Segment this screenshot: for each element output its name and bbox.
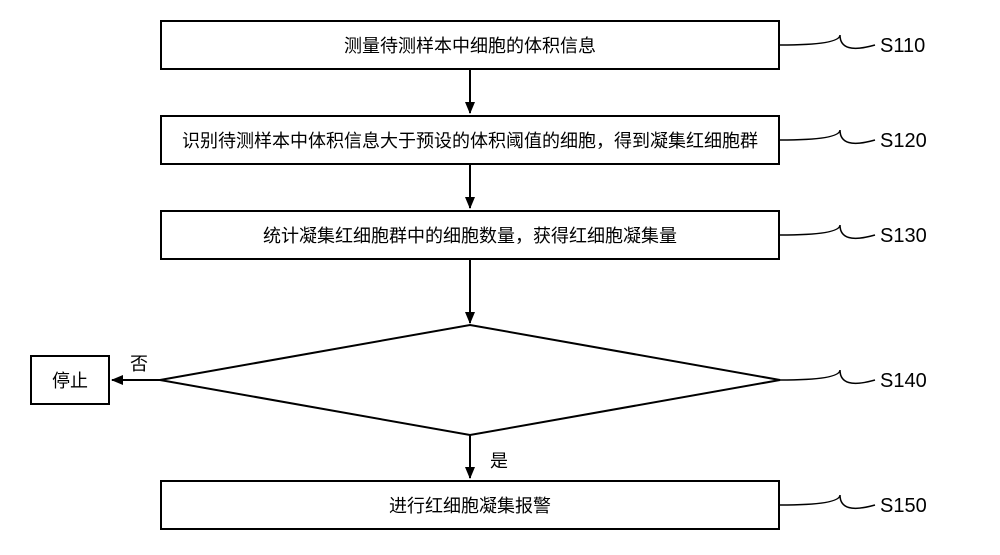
connector-s130 <box>780 225 875 238</box>
label-s120: S120 <box>880 130 927 153</box>
label-s140-text: S140 <box>880 370 927 392</box>
step-s130-text: 统计凝集红细胞群中的细胞数量，获得红细胞凝集量 <box>263 222 677 248</box>
step-s150: 进行红细胞凝集报警 <box>160 480 780 530</box>
branch-yes-label: 是 <box>490 447 508 473</box>
connector-s120 <box>780 130 875 143</box>
stop-box: 停止 <box>30 355 110 405</box>
label-s150-text: S150 <box>880 495 927 517</box>
diamond-s140 <box>160 325 780 435</box>
branch-no-label: 否 <box>130 350 148 376</box>
label-s130-text: S130 <box>880 225 927 247</box>
step-s130: 统计凝集红细胞群中的细胞数量，获得红细胞凝集量 <box>160 210 780 260</box>
branch-yes-text: 是 <box>490 451 508 471</box>
step-s120-text: 识别待测样本中体积信息大于预设的体积阈值的细胞，得到凝集红细胞群 <box>182 127 758 153</box>
connector-s110 <box>780 35 875 48</box>
decision-s140: 判断红细胞凝集量是否大于预设的数量阈值 <box>160 355 780 405</box>
step-s110-text: 测量待测样本中细胞的体积信息 <box>344 32 596 58</box>
label-s130: S130 <box>880 225 927 248</box>
decision-s140-text: 判断红细胞凝集量是否大于预设的数量阈值 <box>299 367 641 393</box>
connector-s150 <box>780 495 875 508</box>
label-s140: S140 <box>880 370 927 393</box>
label-s150: S150 <box>880 495 927 518</box>
stop-text: 停止 <box>52 367 88 393</box>
branch-no-text: 否 <box>130 354 148 374</box>
label-s110: S110 <box>880 35 925 58</box>
label-s120-text: S120 <box>880 130 927 152</box>
label-s110-text: S110 <box>880 35 925 57</box>
connector-s140 <box>780 370 875 383</box>
step-s110: 测量待测样本中细胞的体积信息 <box>160 20 780 70</box>
step-s150-text: 进行红细胞凝集报警 <box>389 492 551 518</box>
step-s120: 识别待测样本中体积信息大于预设的体积阈值的细胞，得到凝集红细胞群 <box>160 115 780 165</box>
